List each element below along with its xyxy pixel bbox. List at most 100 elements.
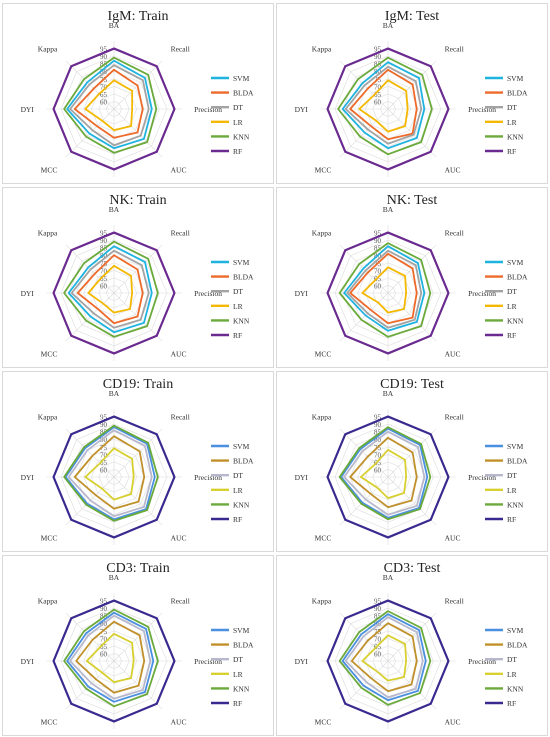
tick-label: 95 [100, 230, 108, 238]
series-line-lr [361, 634, 408, 682]
legend-label: DT [507, 655, 517, 664]
legend-label: BLDA [233, 273, 254, 282]
series-line-knn [63, 424, 159, 522]
legend-label: KNN [233, 500, 250, 509]
axis-label: Kappa [38, 596, 58, 605]
legend-label: SVM [233, 74, 250, 83]
axis-spoke [65, 660, 115, 710]
axis-spoke [113, 612, 163, 662]
series-line-blda [76, 254, 144, 325]
axis-label: BA [383, 21, 394, 30]
series-line-knn [63, 56, 158, 154]
series-line-svm [66, 59, 153, 150]
tick-label: 95 [374, 598, 382, 606]
tick-label: 80 [100, 252, 108, 260]
axis-label: AUC [171, 166, 187, 175]
axis-spoke [339, 428, 389, 478]
tick-label: 90 [374, 53, 382, 61]
radar-panel: CD3: Train 95 90 85 80 75 70 65 60 BA Recall Precis… [2, 555, 274, 736]
axis-label: MCC [315, 718, 332, 727]
series-line-lr [87, 264, 134, 314]
tick-label: 85 [374, 245, 382, 253]
tick-label: 75 [100, 444, 108, 452]
legend-label: DT [507, 103, 517, 112]
series-line-blda [73, 435, 146, 510]
axis-label: Recall [171, 44, 190, 53]
axis-label: MCC [41, 718, 58, 727]
axis-label: Kappa [312, 412, 332, 421]
legend-label: DT [233, 287, 243, 296]
chart-title: CD3: Test [383, 561, 441, 576]
axis-label: Kappa [38, 44, 58, 53]
series-line-rf [326, 599, 450, 723]
tick-label: 70 [100, 451, 108, 459]
tick-label: 70 [374, 635, 382, 643]
series-line-dt [344, 65, 423, 145]
tick-label: 90 [100, 53, 108, 61]
radar-svg: 9590858075706560BARecallPrecisionAUCF1 s… [295, 205, 528, 361]
radar-panel: CD19: Train 95 90 85 80 75 70 65 60 BA Recall Preci… [2, 371, 274, 552]
axis-label: MCC [315, 166, 332, 175]
axis-label: BA [109, 21, 120, 30]
axis-label: BA [383, 389, 394, 398]
tick-label: 70 [100, 83, 108, 91]
legend-label: DT [233, 103, 243, 112]
tick-label: 90 [374, 237, 382, 245]
axis-spoke [65, 428, 115, 478]
tick-label: 90 [100, 605, 108, 613]
series-line-rf [326, 47, 450, 171]
axis-label: DYI [295, 289, 309, 298]
tick-label: 65 [374, 643, 382, 651]
tick-label: 60 [374, 98, 382, 106]
axis-label: Kappa [312, 596, 332, 605]
chart-title: IgM: Train [107, 9, 169, 24]
legend-label: RF [507, 699, 516, 708]
axis-label: Recall [445, 412, 464, 421]
axis-label: BA [383, 205, 394, 214]
radar-svg: 9590858075706560BARecallPrecisionAUCF1 s… [21, 205, 254, 361]
axis-label: Kappa [38, 228, 58, 237]
axis-label: Precision [468, 289, 496, 298]
series-line-dt [69, 614, 152, 700]
axis-label: AUC [445, 718, 461, 727]
legend-label: RF [233, 699, 242, 708]
legend-label: BLDA [233, 457, 254, 466]
series-line-blda [75, 620, 146, 694]
tick-label: 60 [374, 466, 382, 474]
series-line-lr [358, 79, 409, 133]
series-line-knn [63, 608, 159, 708]
axis-label: Recall [171, 412, 190, 421]
tick-label: 95 [374, 230, 382, 238]
radar-panel: CD3: Test 95 90 85 80 75 70 65 60 BA Recall Precisi… [276, 555, 548, 736]
tick-label: 90 [374, 605, 382, 613]
tick-label: 60 [100, 282, 108, 290]
legend-label: SVM [507, 442, 524, 451]
series-line-rf [52, 47, 176, 171]
axis-label: BA [109, 205, 120, 214]
axis-label: Kappa [312, 44, 332, 53]
tick-label: 65 [100, 275, 108, 283]
legend-label: LR [233, 118, 243, 127]
axis-spoke [339, 292, 389, 342]
axis-label: DYI [295, 105, 309, 114]
axis-label: AUC [171, 718, 187, 727]
legend-label: SVM [233, 442, 250, 451]
axis-label: AUC [445, 350, 461, 359]
tick-label: 60 [374, 282, 382, 290]
series-line-dt [70, 249, 150, 329]
legend-label: BLDA [507, 89, 528, 98]
legend-label: DT [507, 471, 517, 480]
axis-label: Precision [194, 657, 222, 666]
series-line-rf [52, 231, 176, 355]
tick-label: 95 [374, 414, 382, 422]
legend-label: RF [507, 331, 516, 340]
series-line-lr [84, 79, 134, 132]
axis-label: Precision [468, 105, 496, 114]
axis-label: MCC [41, 166, 58, 175]
series-line-blda [73, 68, 144, 139]
tick-label: 90 [100, 237, 108, 245]
legend-label: BLDA [507, 273, 528, 282]
axis-label: Recall [171, 596, 190, 605]
tick-label: 95 [374, 46, 382, 54]
axis-label: AUC [171, 350, 187, 359]
